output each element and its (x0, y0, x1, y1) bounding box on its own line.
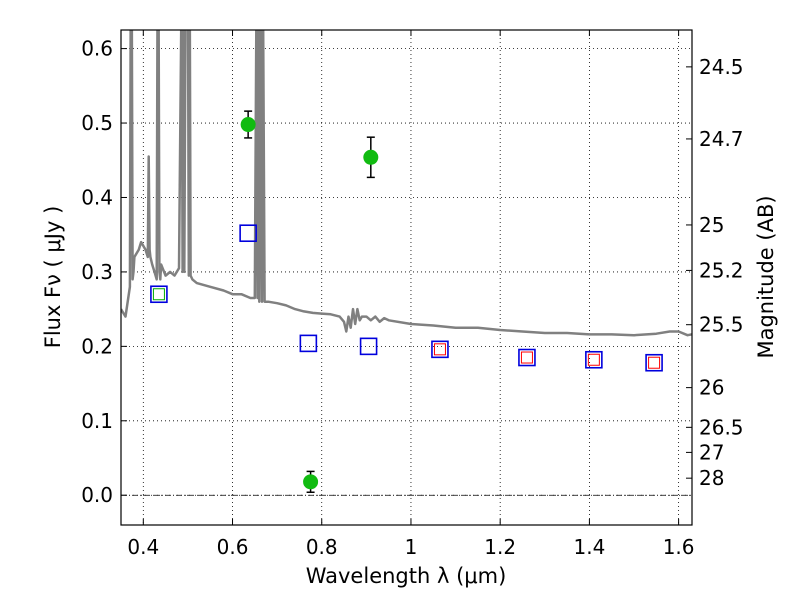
model-photometry-square (150, 285, 168, 304)
x-tick-label: 1.4 (573, 535, 605, 559)
y2-tick-label: 25 (699, 213, 724, 237)
x-tick-label: 0.4 (127, 535, 159, 559)
model-photometry-square (239, 224, 257, 243)
model-photometry-square (299, 334, 318, 353)
y2-tick-label: 28 (699, 466, 724, 490)
y-tick-label: 0.2 (81, 334, 113, 358)
model-photometry-square (645, 353, 663, 372)
y2-tick-label: 24.7 (699, 127, 744, 151)
inner-marker-square (520, 351, 533, 364)
y2-tick-label: 24.5 (699, 55, 744, 79)
y2-tick-label: 25.2 (699, 258, 744, 282)
model-photometry-square (585, 350, 603, 369)
inner-marker-square (648, 356, 661, 369)
plot-frame (120, 29, 693, 526)
y-tick-label: 0.5 (81, 111, 113, 135)
y2-tick-label: 26 (699, 376, 724, 400)
x-tick-label: 1.2 (484, 535, 516, 559)
model-photometry-square (359, 337, 378, 356)
inner-marker-square (152, 288, 165, 301)
x-tick-label: 0.6 (217, 535, 249, 559)
plot-area (121, 30, 692, 493)
x-tick-label: 0.8 (306, 535, 338, 559)
inner-marker-square (433, 343, 446, 356)
y-tick-label: 0.1 (81, 409, 113, 433)
x-tick-label: 1.6 (663, 535, 695, 559)
y-axis-label: Flux Fν ( μJy ) (41, 206, 65, 349)
observed-point (363, 149, 379, 165)
model-photometry-square (518, 348, 536, 367)
y2-tick-label: 25.5 (699, 313, 744, 337)
observed-point (303, 474, 319, 490)
y2-tick-label: 27 (699, 440, 724, 464)
x-tick-label: 1 (405, 535, 418, 559)
model-spectrum-line (121, 30, 692, 337)
y-tick-label: 0.4 (81, 185, 113, 209)
grid (121, 30, 692, 525)
y-axis: 0.0 0.1 0.2 0.3 0.4 0.5 0.6 (81, 37, 127, 507)
inner-marker-square (587, 353, 600, 366)
model-photometry-square (431, 340, 449, 359)
observed-point (240, 117, 256, 133)
y-tick-label: 0.3 (81, 260, 113, 284)
x-axis-label: Wavelength λ (μm) (306, 564, 507, 588)
y-tick-label: 0.0 (81, 483, 113, 507)
x-axis: 0.4 0.6 0.8 1 1.2 1.4 1.6 (127, 30, 695, 559)
y2-axis-label: Magnitude (AB) (754, 195, 778, 358)
y2-tick-label: 26.5 (699, 415, 744, 439)
y-tick-label: 0.6 (81, 37, 113, 61)
